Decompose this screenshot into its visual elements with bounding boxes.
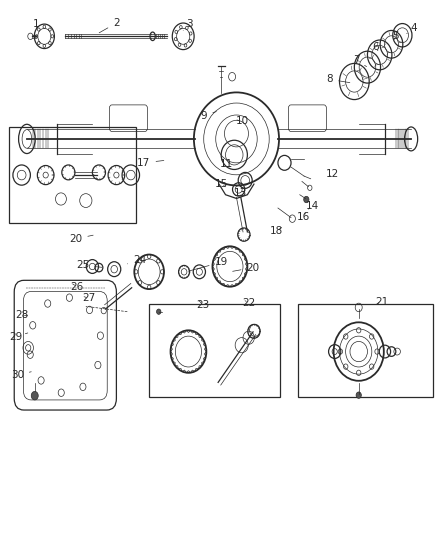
Text: 26: 26: [71, 282, 84, 292]
Text: 11: 11: [220, 159, 233, 169]
Text: 8: 8: [327, 75, 350, 84]
Text: 10: 10: [236, 116, 249, 126]
Text: 16: 16: [297, 212, 311, 222]
Text: 12: 12: [326, 169, 339, 179]
Text: 25: 25: [76, 261, 102, 270]
Text: 1: 1: [33, 19, 40, 29]
Bar: [10, 127, 136, 223]
Text: 27: 27: [82, 293, 95, 303]
Text: 14: 14: [305, 201, 318, 211]
Circle shape: [31, 391, 38, 400]
Text: 28: 28: [15, 310, 28, 320]
Text: 21: 21: [375, 296, 388, 306]
Text: 24: 24: [127, 255, 146, 265]
Text: 20: 20: [69, 234, 93, 244]
Text: 6: 6: [372, 43, 378, 52]
Text: 13: 13: [233, 188, 247, 198]
Text: 18: 18: [270, 227, 283, 237]
Circle shape: [156, 309, 161, 314]
Text: 17: 17: [137, 158, 164, 168]
Text: 23: 23: [196, 300, 209, 310]
Text: 3: 3: [183, 19, 193, 30]
Bar: [297, 304, 433, 397]
Text: 19: 19: [188, 257, 228, 271]
Text: 5: 5: [392, 31, 399, 41]
Text: 7: 7: [353, 55, 367, 67]
Text: 29: 29: [9, 332, 28, 342]
Bar: [149, 304, 280, 397]
Text: 22: 22: [242, 297, 255, 308]
Text: 4: 4: [407, 23, 417, 34]
Circle shape: [304, 196, 309, 203]
Text: 30: 30: [11, 370, 31, 380]
Circle shape: [356, 392, 361, 398]
Text: 20: 20: [233, 263, 260, 272]
Text: 15: 15: [215, 179, 228, 189]
Text: 2: 2: [99, 18, 120, 33]
Text: 9: 9: [201, 110, 216, 120]
